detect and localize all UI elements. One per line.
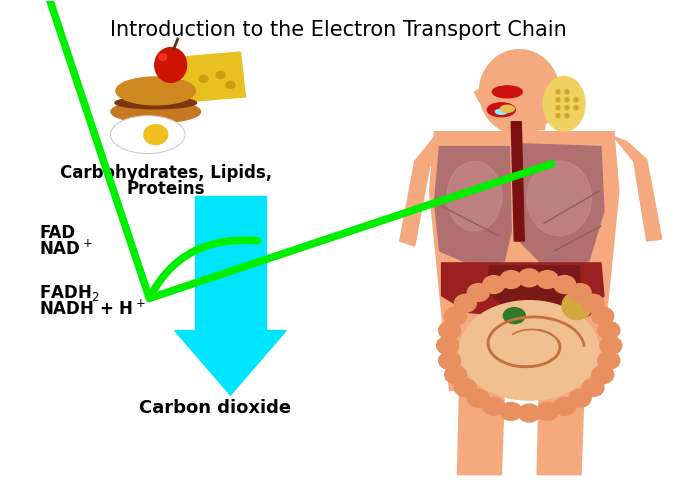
Ellipse shape xyxy=(460,300,599,400)
Ellipse shape xyxy=(454,379,477,397)
Ellipse shape xyxy=(562,292,592,320)
Ellipse shape xyxy=(216,72,225,79)
Ellipse shape xyxy=(500,105,514,112)
Ellipse shape xyxy=(569,284,591,301)
Ellipse shape xyxy=(598,322,620,339)
Text: NAD$^+$: NAD$^+$ xyxy=(39,239,93,259)
Ellipse shape xyxy=(487,103,515,117)
Ellipse shape xyxy=(111,101,201,123)
Ellipse shape xyxy=(445,307,466,325)
Ellipse shape xyxy=(115,97,197,109)
Ellipse shape xyxy=(518,269,540,287)
Polygon shape xyxy=(458,390,504,475)
Ellipse shape xyxy=(554,397,575,415)
Ellipse shape xyxy=(574,98,578,102)
Ellipse shape xyxy=(527,161,592,236)
Ellipse shape xyxy=(565,98,569,102)
Ellipse shape xyxy=(159,54,167,60)
Ellipse shape xyxy=(598,352,620,369)
Ellipse shape xyxy=(592,307,614,325)
Polygon shape xyxy=(614,136,662,241)
Polygon shape xyxy=(435,146,511,266)
Polygon shape xyxy=(441,263,604,321)
Ellipse shape xyxy=(226,82,235,88)
Text: Carbon dioxide: Carbon dioxide xyxy=(139,399,291,417)
Ellipse shape xyxy=(199,76,208,82)
Ellipse shape xyxy=(582,379,604,397)
Text: NADH + H$^+$: NADH + H$^+$ xyxy=(39,299,146,318)
Ellipse shape xyxy=(445,366,466,384)
Ellipse shape xyxy=(543,77,585,131)
Ellipse shape xyxy=(556,106,560,110)
Ellipse shape xyxy=(144,125,168,144)
Bar xyxy=(195,196,266,330)
Ellipse shape xyxy=(116,77,195,105)
Ellipse shape xyxy=(454,294,477,312)
Ellipse shape xyxy=(574,106,578,110)
Ellipse shape xyxy=(479,50,559,134)
Ellipse shape xyxy=(556,114,560,118)
Ellipse shape xyxy=(565,106,569,110)
Polygon shape xyxy=(487,266,581,311)
Text: Carbohydrates, Lipids,: Carbohydrates, Lipids, xyxy=(59,164,272,183)
Ellipse shape xyxy=(537,271,558,288)
Ellipse shape xyxy=(554,275,575,294)
Ellipse shape xyxy=(110,116,185,154)
Polygon shape xyxy=(511,122,524,241)
Ellipse shape xyxy=(556,90,560,94)
FancyArrowPatch shape xyxy=(15,0,552,299)
Text: FADH$_2$: FADH$_2$ xyxy=(39,283,99,303)
Polygon shape xyxy=(180,52,245,102)
Ellipse shape xyxy=(467,389,489,407)
Ellipse shape xyxy=(467,284,489,301)
Ellipse shape xyxy=(500,271,522,288)
Ellipse shape xyxy=(437,336,458,355)
Ellipse shape xyxy=(600,336,622,355)
Polygon shape xyxy=(514,143,604,266)
Polygon shape xyxy=(537,390,584,475)
Polygon shape xyxy=(400,136,448,246)
Polygon shape xyxy=(507,114,547,130)
Ellipse shape xyxy=(496,109,507,114)
Ellipse shape xyxy=(518,404,540,422)
Ellipse shape xyxy=(492,86,523,98)
Ellipse shape xyxy=(569,389,591,407)
Ellipse shape xyxy=(447,162,502,231)
Ellipse shape xyxy=(565,114,569,118)
Text: FAD: FAD xyxy=(39,224,75,242)
Ellipse shape xyxy=(439,352,460,369)
Ellipse shape xyxy=(439,322,460,339)
Polygon shape xyxy=(430,132,619,390)
Text: Proteins: Proteins xyxy=(126,180,205,198)
Ellipse shape xyxy=(155,48,187,82)
Ellipse shape xyxy=(504,308,525,324)
Ellipse shape xyxy=(565,90,569,94)
Ellipse shape xyxy=(556,98,560,102)
Ellipse shape xyxy=(500,403,522,420)
Ellipse shape xyxy=(483,275,505,294)
Ellipse shape xyxy=(582,294,604,312)
Polygon shape xyxy=(475,87,489,102)
Ellipse shape xyxy=(537,403,558,420)
Text: Introduction to the Electron Transport Chain: Introduction to the Electron Transport C… xyxy=(110,20,566,40)
Ellipse shape xyxy=(592,366,614,384)
Polygon shape xyxy=(174,330,286,395)
Ellipse shape xyxy=(483,397,505,415)
